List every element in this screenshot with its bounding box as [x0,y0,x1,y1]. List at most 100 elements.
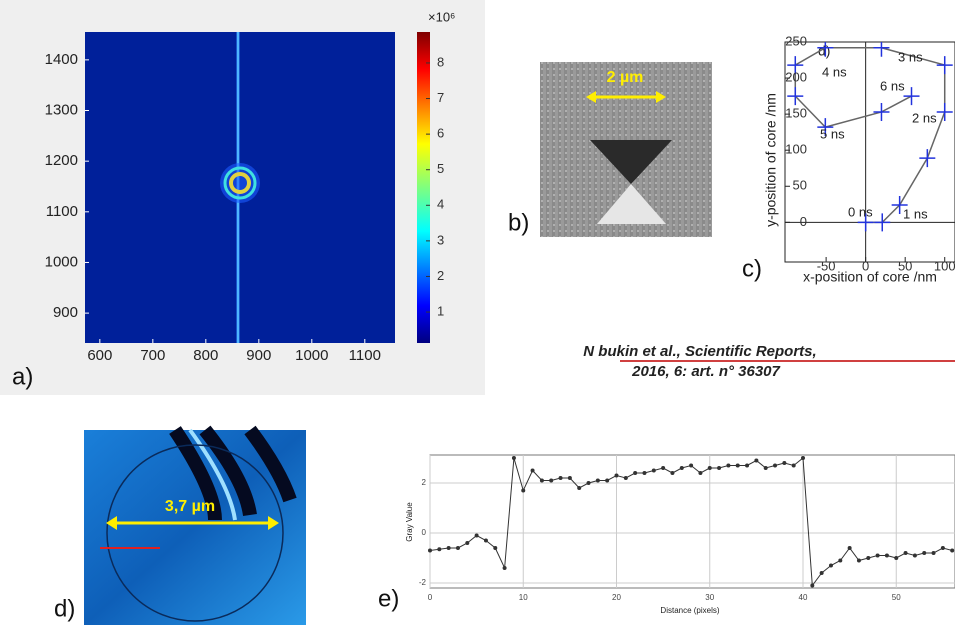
x-axis-label: Distance (pixels) [660,606,719,615]
profile-point [782,461,787,465]
profile-point [912,553,917,558]
inner-label: d) [818,43,830,59]
x-tick-label: 10 [519,593,528,602]
profile-point [754,458,759,463]
time-label: 3 ns [898,49,923,64]
core-position [936,56,953,75]
colorbar-tick-label: 7 [437,90,444,105]
x-tick-label: 1100 [349,347,381,364]
x-tick-label: 50 [898,258,912,273]
core-position [891,196,908,215]
time-label: 6 ns [880,78,905,93]
colorbar-tick-label: 3 [437,232,444,247]
panel-label: b) [508,209,529,236]
profile-point [511,456,516,460]
x-axis-label: x-position of core /nm [803,269,937,285]
y-tick-label: 1200 [45,152,78,169]
citation-line: 2016, 6: art. n° 36307 [631,363,780,380]
time-label: 0 ns [848,204,873,219]
core-position [787,56,804,75]
profile-point [558,476,563,480]
x-tick-label: 40 [799,593,808,602]
profile-point [707,466,712,470]
y-tick-label: 50 [793,178,807,193]
profile-point [856,558,861,563]
y-tick-label: 900 [53,304,78,321]
x-tick-label: 30 [705,593,714,602]
profile-point [465,541,470,545]
arrow-head [586,91,596,103]
y-tick-label: 1100 [46,203,78,220]
profile-point [614,473,619,478]
y-tick-label: 100 [785,142,807,157]
scale-label: 2 µm [607,69,644,86]
panel-label: c) [742,255,762,282]
profile-point [586,481,591,485]
profile-point [698,471,703,475]
core-position [787,87,804,106]
time-label: 2 ns [912,110,937,125]
profile-point [539,478,544,483]
profile-point [950,548,955,553]
scale-label: 3,7 µm [165,498,215,515]
profile-point [521,488,526,493]
profile-point [884,553,889,558]
profile-point [773,463,778,468]
profile-point [549,478,554,483]
colorbar-tick-label: 4 [437,197,444,212]
x-tick-label: 100 [934,258,955,273]
colorbar-tick-label: 6 [437,126,444,141]
x-tick-label: 0 [862,258,869,273]
y-tick-label: 0 [800,214,807,229]
ring-core [229,172,251,194]
profile-point [828,563,833,568]
x-tick-label: 600 [87,347,112,364]
profile-point [651,468,656,473]
profile-point [847,546,852,550]
profile-point [689,463,694,468]
arrow-head [106,516,117,530]
core-position [874,213,891,232]
profile-point [633,471,638,475]
x-tick-label: 1000 [295,347,328,364]
colorbar-tick-label: 1 [437,303,444,318]
plot-frame [429,454,955,589]
profile-point [493,546,498,550]
profile-point [726,463,731,468]
profile-point [474,533,479,538]
disk-outline [106,444,284,622]
profile-point [763,466,768,470]
profile-point [931,551,936,555]
profile-point [661,466,666,470]
colorbar [417,32,430,343]
panel-label: a) [12,363,33,390]
core-position [817,118,834,137]
time-label: 4 ns [822,64,847,79]
colorbar-tick-label: 2 [437,268,444,283]
y-tick-label: 150 [785,106,807,121]
citation-line: N bukin et al., Scientific Reports, [583,343,816,360]
dark-triangle [590,140,672,184]
colorbar-scale: ×10⁶ [428,9,455,24]
y-tick-label: 200 [785,70,807,85]
colorbar-tick-label: 5 [437,161,444,176]
profile-point [670,471,675,475]
profile-point [502,566,507,570]
x-tick-label: 800 [193,347,218,364]
profile-point [455,546,460,550]
core-position [857,213,874,232]
profile-point [866,556,871,560]
profile-point [567,476,572,480]
profile-point [577,486,582,490]
y-tick-label: 2 [422,478,427,487]
profile-point [810,583,815,588]
bright-triangle [597,184,666,224]
profile-point [791,463,796,468]
x-tick-label: 900 [246,347,271,364]
x-tick-label: 50 [892,593,901,602]
core-position [873,102,890,121]
panel-label: e) [378,585,399,612]
panel-label: d) [54,595,75,622]
profile-point [745,463,750,468]
